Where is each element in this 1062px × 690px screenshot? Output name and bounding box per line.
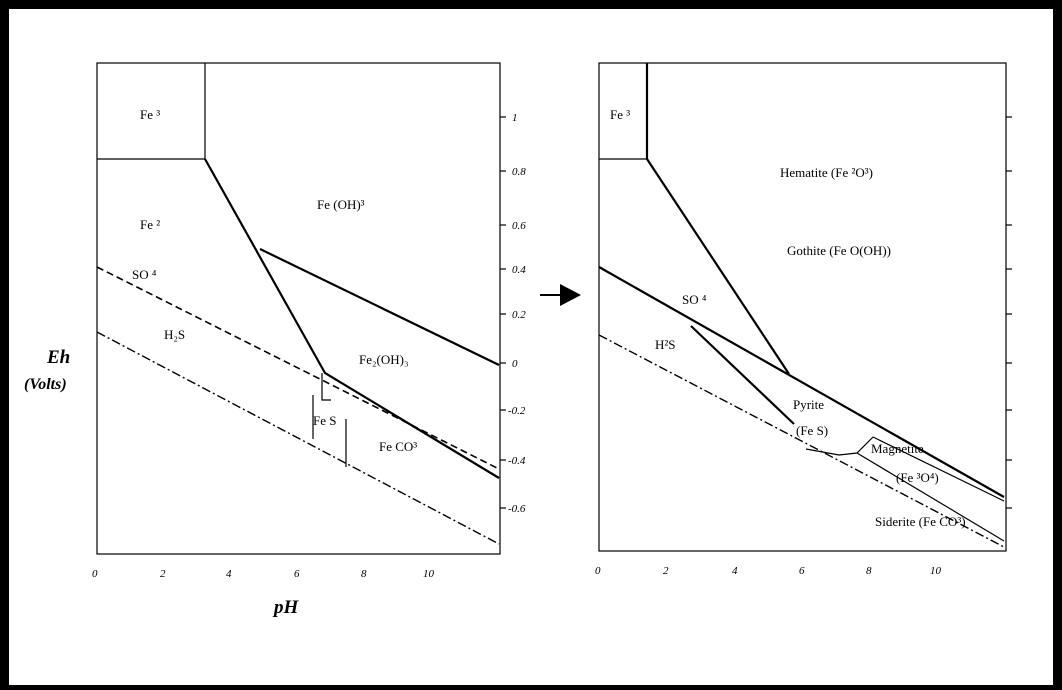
right-magnetite-siderite-boundary [856, 452, 1005, 542]
y-axis-unit: (Volts) [24, 376, 67, 393]
right-region-h2s: H²S [655, 337, 676, 352]
right-y-ticks [1006, 116, 1012, 509]
left-region-fe2oh3: Fe₂(OH)₃ [359, 352, 409, 367]
left-region-h2s: H₂S [164, 327, 185, 342]
right-pyrite-magnetite-boundary [805, 436, 874, 456]
right-hematite-boundary [646, 158, 790, 375]
right-h2s-pyrite-boundary [690, 325, 795, 425]
eh-ph-diagrams: 1 0.8 0.6 0.4 0.2 0 -0.2 -0.4 -0.6 0 2 4… [24, 62, 1012, 618]
left-ytick-label: 0 [512, 358, 518, 370]
left-xtick-label: 2 [160, 568, 166, 580]
left-sulfate-boundary [96, 266, 500, 470]
right-magnetite-upper-boundary [872, 436, 1005, 502]
left-fe2-boundary [204, 158, 500, 479]
right-region-pyrite: Pyrite [793, 397, 824, 412]
left-ytick-label: -0.4 [508, 455, 526, 467]
right-region-so4: SO ⁴ [682, 292, 707, 307]
left-region-fe3: Fe ³ [140, 107, 160, 122]
left-xtick-label: 8 [361, 568, 367, 580]
left-water-boundary [96, 331, 500, 545]
left-xtick-label: 4 [226, 568, 232, 580]
right-region-gothite: Gothite (Fe O(OH)) [787, 243, 891, 258]
y-axis-title: Eh [46, 347, 70, 368]
right-xtick-label: 8 [866, 565, 872, 577]
left-ytick-label: 0.2 [512, 309, 526, 321]
left-ytick-label: -0.6 [508, 503, 526, 515]
x-axis-title: pH [272, 597, 300, 618]
right-region-pyrite-formula: (Fe S) [796, 423, 828, 438]
right-xtick-label: 6 [799, 565, 805, 577]
left-plot-area [96, 62, 501, 555]
left-ytick-label: 0.4 [512, 264, 526, 276]
left-ytick-label: 0.8 [512, 166, 526, 178]
left-ytick-label: 0.6 [512, 220, 526, 232]
right-region-hematite: Hematite (Fe ²O³) [780, 165, 873, 180]
right-water-boundary [598, 334, 1005, 548]
figure-frame: 1 0.8 0.6 0.4 0.2 0 -0.2 -0.4 -0.6 0 2 4… [9, 9, 1053, 685]
right-xtick-label: 4 [732, 565, 738, 577]
left-feoh3-boundary [259, 248, 500, 366]
right-sulfate-boundary [598, 266, 1005, 498]
right-region-magnetite-formula: (Fe ³O⁴) [896, 470, 939, 485]
left-diagram: 1 0.8 0.6 0.4 0.2 0 -0.2 -0.4 -0.6 0 2 4… [92, 62, 526, 580]
left-xtick-label: 6 [294, 568, 300, 580]
transition-arrow [540, 284, 581, 306]
left-region-fes: Fe S [313, 413, 336, 428]
left-region-feco3: Fe CO³ [379, 439, 417, 454]
left-y-ticks [500, 116, 506, 509]
left-fes-boundary [321, 373, 331, 401]
left-region-so4: SO ⁴ [132, 267, 157, 282]
left-xtick-label: 0 [92, 568, 98, 580]
left-region-feoh3: Fe (OH)³ [317, 197, 365, 212]
right-region-fe3: Fe ³ [610, 107, 630, 122]
right-region-siderite: Siderite (Fe CO³) [875, 514, 966, 529]
left-region-fe2: Fe ² [140, 217, 160, 232]
right-region-magnetite: Magnetite [871, 441, 924, 456]
right-diagram: 0 2 4 6 8 10 Fe ³ Hematite (Fe ²O³) Goth… [595, 62, 1012, 577]
left-ytick-label: 1 [512, 112, 518, 124]
right-plot-area [598, 62, 1007, 552]
right-xtick-label: 2 [663, 565, 669, 577]
left-ytick-label: -0.2 [508, 405, 526, 417]
left-xtick-label: 10 [423, 568, 435, 580]
right-xtick-label: 0 [595, 565, 601, 577]
right-xtick-label: 10 [930, 565, 942, 577]
